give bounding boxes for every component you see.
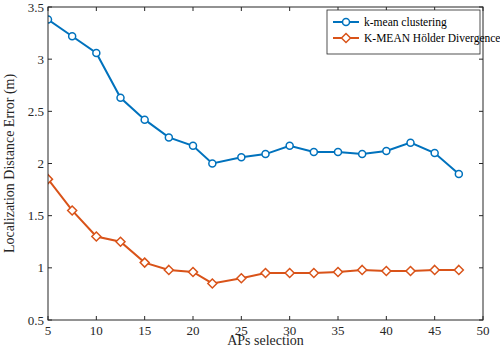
y-tick: [48, 59, 52, 60]
point: [285, 269, 294, 278]
point: [189, 268, 198, 277]
x-tick-label: 40: [380, 323, 393, 338]
y-tick: [479, 111, 483, 112]
x-tick: [96, 316, 97, 320]
x-tick: [144, 316, 145, 320]
y-tick-label: 3: [38, 52, 45, 67]
y-tick: [479, 59, 483, 60]
x-tick: [338, 316, 339, 320]
x-tick: [96, 7, 97, 11]
y-tick-label: 2.5: [28, 104, 44, 119]
legend-marker: [342, 34, 351, 43]
y-axis-label: Localization Distance Error (m): [2, 74, 18, 254]
point: [335, 149, 342, 156]
x-tick-label: 15: [138, 323, 151, 338]
x-tick-label: 5: [45, 323, 52, 338]
point: [309, 269, 318, 278]
y-tick-label: 0.5: [28, 313, 44, 328]
point: [140, 258, 149, 267]
point: [48, 16, 52, 23]
x-tick: [241, 7, 242, 11]
point: [209, 160, 216, 167]
y-tick: [48, 215, 52, 216]
plot-marks: [48, 16, 463, 288]
point: [93, 49, 100, 56]
x-tick: [289, 316, 290, 320]
point: [310, 149, 317, 156]
point: [334, 268, 343, 277]
y-tick-label: 1: [38, 260, 45, 275]
point: [116, 237, 125, 246]
point: [208, 279, 217, 288]
point: [286, 142, 293, 149]
x-tick: [434, 316, 435, 320]
point: [454, 265, 463, 274]
y-tick: [479, 163, 483, 164]
point: [455, 170, 462, 177]
point: [382, 266, 391, 275]
x-axis-label: APs selection: [227, 333, 304, 348]
x-tick: [193, 316, 194, 320]
y-tick: [48, 267, 52, 268]
point: [431, 150, 438, 157]
x-tick: [289, 7, 290, 11]
plot-area: [48, 7, 483, 320]
y-tick-label: 2: [38, 156, 45, 171]
point: [165, 134, 172, 141]
x-tick-label: 20: [187, 323, 200, 338]
point: [430, 265, 439, 274]
x-tick-label: 50: [477, 323, 490, 338]
y-tick: [479, 267, 483, 268]
point: [48, 175, 53, 184]
x-tick-label: 35: [332, 323, 345, 338]
chart: 51015202530354045500.511.522.533.5APs se…: [0, 0, 500, 353]
point: [68, 206, 77, 215]
y-tick-label: 3.5: [28, 0, 44, 15]
point: [190, 142, 197, 149]
y-tick-label: 1.5: [28, 208, 44, 223]
legend: k-mean clustering K-MEAN Hölder Divergenc…: [327, 10, 500, 54]
point: [261, 269, 270, 278]
point: [406, 266, 415, 275]
background: [0, 0, 500, 353]
frame: [48, 7, 483, 320]
x-tick: [241, 316, 242, 320]
x-tick: [193, 7, 194, 11]
point: [69, 33, 76, 40]
x-tick: [144, 7, 145, 11]
point: [359, 151, 366, 158]
legend-label: K-MEAN Hölder Divergence: [364, 32, 500, 45]
point: [262, 151, 269, 158]
x-tick-label: 10: [90, 323, 103, 338]
legend-marker: [343, 19, 350, 26]
y-tick: [48, 163, 52, 164]
x-tick: [386, 316, 387, 320]
y-tick: [479, 215, 483, 216]
point: [407, 139, 414, 146]
point: [358, 265, 367, 274]
legend-label: k-mean clustering: [364, 16, 447, 29]
point: [141, 116, 148, 123]
point: [238, 154, 245, 161]
point: [117, 94, 124, 101]
point: [164, 265, 173, 274]
point: [383, 147, 390, 154]
point: [92, 232, 101, 241]
series-line: [48, 179, 459, 283]
point: [237, 274, 246, 283]
y-tick: [48, 111, 52, 112]
x-tick-label: 45: [428, 323, 441, 338]
